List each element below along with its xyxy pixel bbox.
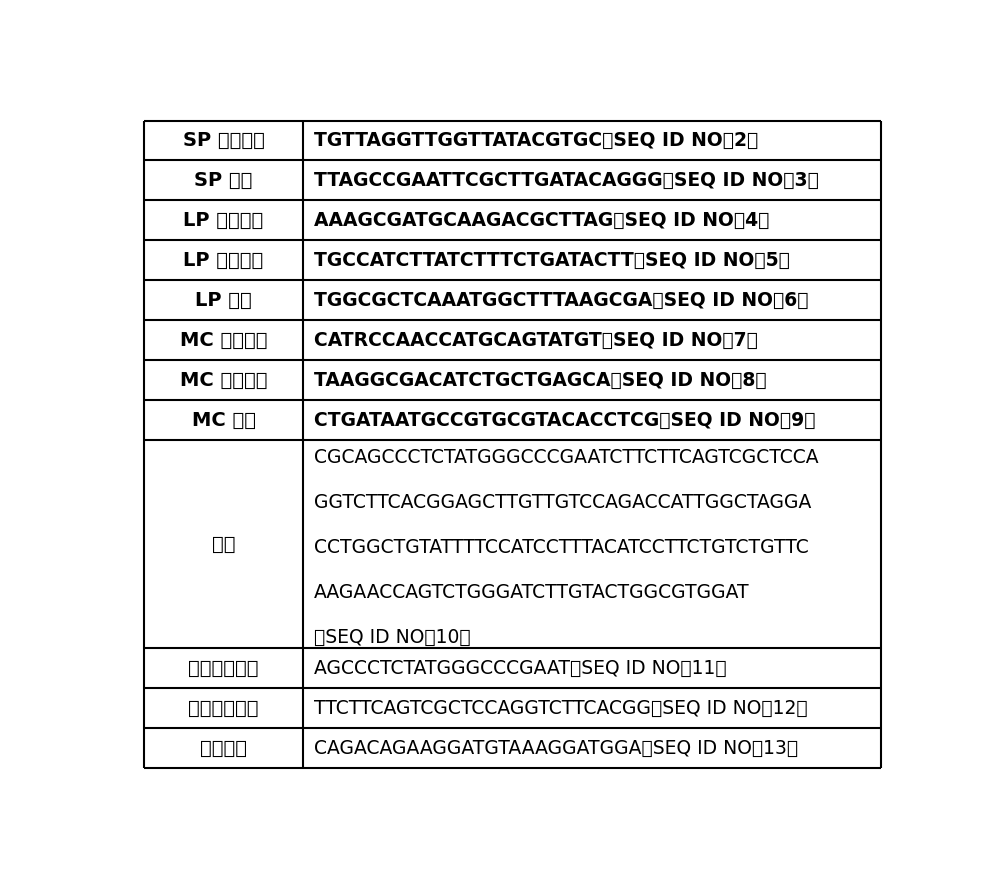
Text: MC 反向引物: MC 反向引物 xyxy=(180,371,267,390)
Text: 内标: 内标 xyxy=(212,535,235,554)
Text: （SEQ ID NO：10）: （SEQ ID NO：10） xyxy=(314,628,471,648)
Text: LP 正向引物: LP 正向引物 xyxy=(183,211,264,230)
Text: LP 探针: LP 探针 xyxy=(195,291,252,310)
Text: MC 正向引物: MC 正向引物 xyxy=(180,331,267,350)
Text: 内标反向引物: 内标反向引物 xyxy=(188,699,259,718)
Text: SP 探针: SP 探针 xyxy=(194,171,253,190)
Text: CCTGGCTGTATTTTCCATCCTTTACATCCTTCTGTCTGTTC: CCTGGCTGTATTTTCCATCCTTTACATCCTTCTGTCTGTT… xyxy=(314,538,809,557)
Text: LP 反向引物: LP 反向引物 xyxy=(183,251,264,270)
Text: 内标探针: 内标探针 xyxy=(200,739,247,758)
Text: 内标正向引物: 内标正向引物 xyxy=(188,659,259,678)
Text: AGCCCTCTATGGGCCCGAAT（SEQ ID NO：11）: AGCCCTCTATGGGCCCGAAT（SEQ ID NO：11） xyxy=(314,659,727,678)
Text: TTCTTCAGTCGCTCCAGGTCTTCACGG（SEQ ID NO：12）: TTCTTCAGTCGCTCCAGGTCTTCACGG（SEQ ID NO：12… xyxy=(314,699,808,718)
Text: CATRCCAACCATGCAGTATGT（SEQ ID NO：7）: CATRCCAACCATGCAGTATGT（SEQ ID NO：7） xyxy=(314,331,758,350)
Text: CTGATAATGCCGTGCGTACACCTCG（SEQ ID NO：9）: CTGATAATGCCGTGCGTACACCTCG（SEQ ID NO：9） xyxy=(314,411,816,430)
Text: TTAGCCGAATTCGCTTGATACAGGG（SEQ ID NO：3）: TTAGCCGAATTCGCTTGATACAGGG（SEQ ID NO：3） xyxy=(314,171,819,190)
Text: CAGACAGAAGGATGTAAAGGATGGA（SEQ ID NO：13）: CAGACAGAAGGATGTAAAGGATGGA（SEQ ID NO：13） xyxy=(314,739,798,758)
Text: TGCCATCTTATCTTTCTGATACTT（SEQ ID NO：5）: TGCCATCTTATCTTTCTGATACTT（SEQ ID NO：5） xyxy=(314,251,790,270)
Text: CGCAGCCCTCTATGGGCCCGAATCTTCTTCAGTCGCTCCA: CGCAGCCCTCTATGGGCCCGAATCTTCTTCAGTCGCTCCA xyxy=(314,448,819,466)
Text: AAGAACCAGTCTGGGATCTTGTACTGGCGTGGAT: AAGAACCAGTCTGGGATCTTGTACTGGCGTGGAT xyxy=(314,583,750,602)
Text: AAAGCGATGCAAGACGCTTAG（SEQ ID NO：4）: AAAGCGATGCAAGACGCTTAG（SEQ ID NO：4） xyxy=(314,211,770,230)
Text: MC 探针: MC 探针 xyxy=(192,411,256,430)
Text: SP 反向引物: SP 反向引物 xyxy=(183,131,264,150)
Text: GGTCTTCACGGAGCTTGTTGTCCAGACCATTGGCTAGGA: GGTCTTCACGGAGCTTGTTGTCCAGACCATTGGCTAGGA xyxy=(314,493,812,512)
Text: TGGCGCTCAAATGGCTTTAAGCGA（SEQ ID NO：6）: TGGCGCTCAAATGGCTTTAAGCGA（SEQ ID NO：6） xyxy=(314,291,809,310)
Text: TAAGGCGACATCTGCTGAGCA（SEQ ID NO：8）: TAAGGCGACATCTGCTGAGCA（SEQ ID NO：8） xyxy=(314,371,767,390)
Text: TGTTAGGTTGGTTATACGTGC（SEQ ID NO：2）: TGTTAGGTTGGTTATACGTGC（SEQ ID NO：2） xyxy=(314,131,759,150)
